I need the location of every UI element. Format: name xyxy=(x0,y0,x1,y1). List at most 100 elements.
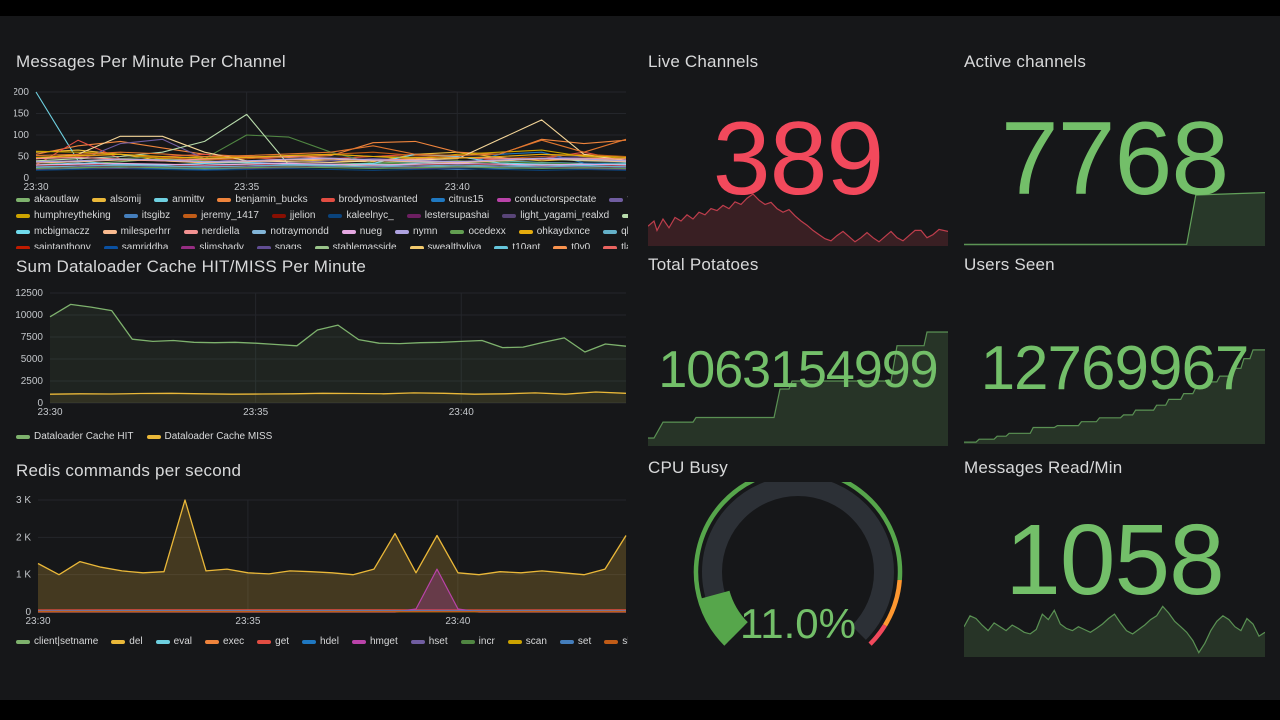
legend-item[interactable]: swealthyliya xyxy=(409,240,482,249)
legend-label: nerdiella xyxy=(201,226,240,237)
svg-text:2500: 2500 xyxy=(21,376,44,387)
legend-item[interactable]: slimshady xyxy=(181,240,244,249)
panel-title-messages-read[interactable]: Messages Read/Min xyxy=(964,458,1123,477)
panel-title-total-potatoes[interactable]: Total Potatoes xyxy=(648,255,759,274)
series-color-chip xyxy=(430,198,445,202)
svg-text:23:35: 23:35 xyxy=(235,616,260,627)
legend-label: del xyxy=(129,636,143,647)
legend-item[interactable]: samriddha xyxy=(103,240,169,249)
legend-item[interactable]: nueg xyxy=(341,224,382,240)
panel-title-users-seen[interactable]: Users Seen xyxy=(964,255,1055,274)
legend-label: light_yagami_realxd xyxy=(520,210,610,221)
legend-label: milesperhrr xyxy=(120,226,171,237)
series-color-chip xyxy=(450,230,465,234)
legend-item[interactable]: notraymondd xyxy=(252,224,329,240)
legend-item[interactable]: scan xyxy=(507,634,547,650)
legend-item[interactable]: hdel xyxy=(302,634,339,650)
legend-item[interactable]: nymn xyxy=(395,224,437,240)
legend-item[interactable]: snags xyxy=(256,240,302,249)
legend-label: jjelion xyxy=(289,210,316,221)
legend-item[interactable]: jjelion xyxy=(271,208,316,224)
legend-item[interactable]: citrus15 xyxy=(430,192,484,208)
legend-label: t10ant xyxy=(512,242,541,249)
legend-item[interactable]: client|setname xyxy=(16,634,98,650)
legend-item[interactable]: t0v0 xyxy=(553,240,590,249)
svg-text:23:35: 23:35 xyxy=(234,182,259,193)
legend-item[interactable]: mcbigmaczz xyxy=(16,224,90,240)
series-color-chip xyxy=(271,214,286,218)
legend-item[interactable]: light_yagami_realxd xyxy=(502,208,609,224)
legend-item[interactable]: ohkaydxnce xyxy=(518,224,590,240)
active-channels-sparkline xyxy=(964,192,1265,246)
legend-item[interactable]: akaoutlaw xyxy=(16,192,79,208)
legend-label: mcbigmaczz xyxy=(34,226,90,237)
legend-item[interactable]: forsen xyxy=(609,192,628,208)
messages-chart-canvas[interactable]: 0 50 100 150 200 23:30 23:35 23:40 xyxy=(14,84,630,194)
legend-item[interactable]: lestersupashai xyxy=(406,208,489,224)
panel-title-redis[interactable]: Redis commands per second xyxy=(16,461,242,480)
series-color-chip xyxy=(16,640,30,644)
legend-item[interactable]: malikrack_ xyxy=(622,208,628,224)
legend-label: hmget xyxy=(369,636,398,647)
legend-item[interactable]: Dataloader Cache HIT xyxy=(16,429,134,445)
legend-item[interactable]: brodymostwanted xyxy=(320,192,418,208)
legend-item[interactable]: saintanthony xyxy=(16,240,91,249)
legend-item[interactable]: benjamin_bucks xyxy=(217,192,308,208)
series-color-chip xyxy=(395,230,410,234)
legend-item[interactable]: eval xyxy=(155,634,192,650)
panel-title-active-channels[interactable]: Active channels xyxy=(964,52,1087,71)
legend-item[interactable]: get xyxy=(257,634,289,650)
panel-title-dataloader[interactable]: Sum Dataloader Cache HIT/MISS Per Minute xyxy=(16,257,367,276)
panel-title-messages[interactable]: Messages Per Minute Per Channel xyxy=(16,52,286,71)
svg-text:0: 0 xyxy=(25,607,31,618)
legend-item[interactable]: jeremy_1417 xyxy=(183,208,259,224)
panel-title-live-channels[interactable]: Live Channels xyxy=(648,52,759,71)
legend-label: itsgibz xyxy=(141,210,171,221)
legend-item[interactable]: del xyxy=(111,634,143,650)
legend-label: Dataloader Cache HIT xyxy=(34,431,134,442)
dataloader-chart-canvas[interactable]: 0 2500 5000 7500 10000 12500 23:30 23:35 23:40 xyxy=(14,285,630,419)
legend-item[interactable]: Dataloader Cache MISS xyxy=(146,429,272,445)
series-color-chip xyxy=(409,246,424,249)
panel-title-cpu-busy[interactable]: CPU Busy xyxy=(648,458,729,477)
series-color-chip xyxy=(16,435,30,439)
legend-item[interactable]: nerdiella xyxy=(183,224,240,240)
legend-item[interactable]: kaleelnyc_ xyxy=(328,208,394,224)
legend-item[interactable]: itsgibz xyxy=(123,208,171,224)
series-color-chip xyxy=(494,246,509,249)
legend-item[interactable]: hmget xyxy=(351,634,398,650)
legend-item[interactable]: milesperhrr xyxy=(102,224,171,240)
series-color-chip xyxy=(553,246,568,249)
active-channels-value: 7768 xyxy=(1000,100,1229,217)
legend-item[interactable]: hset xyxy=(410,634,448,650)
svg-text:23:35: 23:35 xyxy=(243,407,268,418)
legend-item[interactable]: exec xyxy=(205,634,244,650)
series-color-chip xyxy=(146,435,161,439)
legend-item[interactable]: qhristv xyxy=(603,224,628,240)
series-color-chip xyxy=(502,214,517,218)
legend-item[interactable]: t10ant xyxy=(494,240,540,249)
series-color-chip xyxy=(328,214,343,218)
svg-text:5000: 5000 xyxy=(21,354,44,365)
legend-item[interactable]: slowlog|len xyxy=(604,634,628,650)
series-color-chip xyxy=(103,246,118,249)
redis-chart-canvas[interactable]: 0 1 K 2 K 3 K 23:30 23:35 23:40 xyxy=(14,492,630,628)
legend-label: swealthyliya xyxy=(427,242,482,249)
legend-item[interactable]: ocedexx xyxy=(450,224,506,240)
legend-item[interactable]: humphreytheking xyxy=(16,208,111,224)
messages-legend: akaoutlaw alsomij anmittv benjamin_bucks bro… xyxy=(16,192,628,249)
series-color-chip xyxy=(460,640,475,644)
svg-text:50: 50 xyxy=(18,152,30,163)
legend-item[interactable]: set xyxy=(559,634,591,650)
legend-label: samriddha xyxy=(121,242,169,249)
legend-item[interactable]: anmittv xyxy=(154,192,204,208)
series-color-chip xyxy=(507,640,522,644)
legend-item[interactable]: stablemasside xyxy=(314,240,397,249)
legend-item[interactable]: alsomij xyxy=(92,192,141,208)
series-color-chip xyxy=(302,640,317,644)
legend-item[interactable]: incr xyxy=(460,634,495,650)
legend-label: slowlog|len xyxy=(622,636,628,647)
legend-item[interactable]: tlawlee xyxy=(603,240,628,249)
legend-item[interactable]: conductorspectate xyxy=(496,192,596,208)
svg-text:10000: 10000 xyxy=(15,310,43,321)
